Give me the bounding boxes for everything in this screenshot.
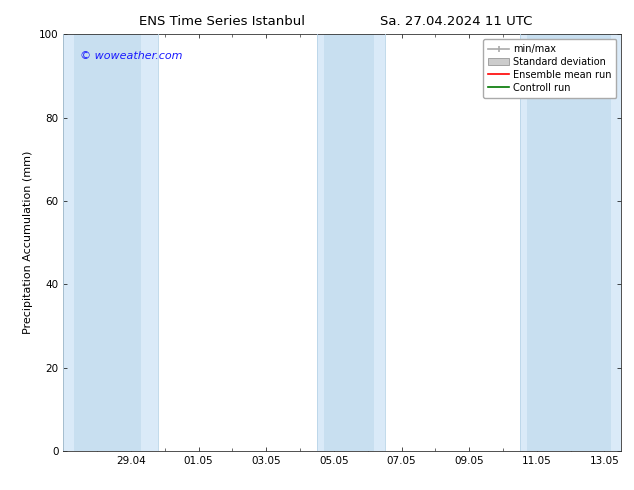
Text: Sa. 27.04.2024 11 UTC: Sa. 27.04.2024 11 UTC xyxy=(380,15,533,28)
Bar xyxy=(74,34,141,451)
Y-axis label: Precipitation Accumulation (mm): Precipitation Accumulation (mm) xyxy=(23,151,34,334)
Bar xyxy=(520,34,621,451)
Bar xyxy=(324,34,375,451)
Bar xyxy=(63,34,158,451)
Text: ENS Time Series Istanbul: ENS Time Series Istanbul xyxy=(139,15,305,28)
Bar xyxy=(317,34,385,451)
Text: © woweather.com: © woweather.com xyxy=(80,51,183,61)
Legend: min/max, Standard deviation, Ensemble mean run, Controll run: min/max, Standard deviation, Ensemble me… xyxy=(483,39,616,98)
Bar xyxy=(527,34,611,451)
